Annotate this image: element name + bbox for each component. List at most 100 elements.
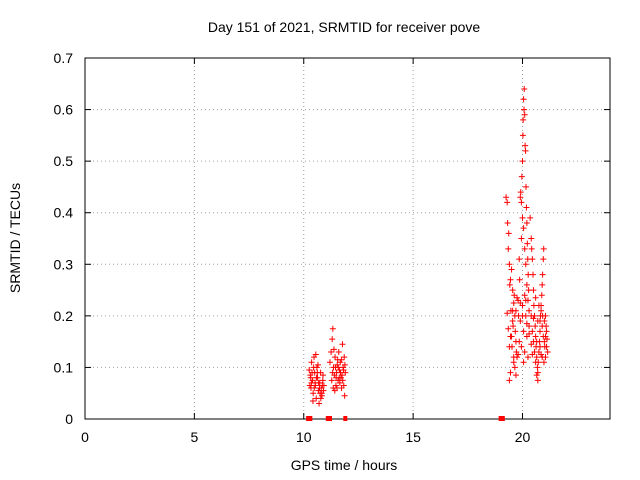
data-point	[532, 359, 539, 366]
data-point	[332, 354, 339, 361]
data-point	[533, 338, 540, 345]
data-point	[520, 359, 527, 366]
data-point	[517, 318, 524, 325]
data-point	[519, 312, 526, 319]
data-points	[306, 85, 551, 407]
data-point	[541, 338, 548, 345]
ground-mark	[308, 416, 313, 421]
data-point	[521, 106, 528, 113]
data-point	[329, 369, 336, 376]
data-point	[541, 318, 548, 325]
data-point	[523, 320, 530, 327]
data-point	[523, 183, 529, 190]
data-point	[542, 312, 549, 319]
data-point	[314, 369, 321, 376]
data-point	[539, 354, 546, 361]
data-point	[327, 359, 333, 366]
data-point	[332, 382, 339, 389]
data-point	[544, 348, 551, 355]
data-point	[534, 377, 541, 384]
data-point	[338, 356, 345, 363]
data-point	[528, 245, 535, 252]
data-point	[533, 372, 540, 379]
y-tick-label: 0.1	[54, 359, 74, 375]
data-point	[329, 325, 336, 332]
data-point	[318, 390, 325, 397]
data-point	[527, 214, 534, 221]
x-tick-label: 0	[81, 429, 89, 445]
data-point	[520, 96, 527, 103]
y-tick-label: 0	[65, 411, 73, 427]
data-point	[518, 173, 525, 180]
data-point	[328, 348, 335, 355]
data-point	[543, 323, 550, 330]
data-point	[517, 194, 524, 201]
data-point	[306, 382, 313, 389]
data-point	[319, 377, 326, 384]
data-point	[505, 325, 512, 332]
data-point	[522, 142, 529, 149]
data-point	[540, 359, 547, 366]
data-point	[523, 220, 530, 227]
data-point	[314, 361, 321, 368]
data-point	[336, 374, 343, 381]
data-point	[530, 315, 537, 322]
data-point	[522, 261, 529, 268]
data-point	[540, 245, 547, 252]
data-point	[521, 111, 528, 118]
data-point	[339, 341, 346, 348]
data-point	[521, 348, 528, 355]
data-point	[511, 364, 518, 371]
data-point	[510, 299, 517, 306]
data-point	[530, 302, 537, 309]
data-point	[504, 199, 511, 206]
ground-mark	[498, 416, 503, 421]
data-point	[519, 214, 526, 221]
data-point	[529, 351, 536, 358]
data-point	[528, 235, 535, 242]
data-point	[510, 323, 517, 330]
data-point	[505, 230, 512, 237]
data-point	[544, 336, 550, 343]
data-point	[516, 338, 523, 345]
data-point	[334, 385, 340, 392]
data-point	[341, 392, 348, 399]
data-point	[511, 292, 518, 299]
data-point	[307, 374, 314, 381]
data-point	[517, 299, 524, 306]
data-point	[506, 261, 513, 268]
axis-ticks: 0 5 10 15 20 0 0.1 0.2 0.3 0.4 0.5 0.6 0.7	[54, 50, 610, 445]
data-point	[537, 328, 543, 335]
data-point	[341, 361, 348, 368]
data-point	[309, 369, 316, 376]
data-point	[538, 351, 545, 358]
data-point	[504, 310, 511, 317]
data-point	[518, 235, 525, 242]
data-point	[543, 328, 550, 335]
data-point	[524, 240, 531, 247]
data-point	[518, 343, 525, 350]
data-point	[337, 359, 344, 366]
data-point	[532, 333, 539, 340]
data-point	[520, 225, 527, 232]
data-point	[538, 307, 545, 314]
data-point	[320, 372, 326, 379]
data-point	[526, 330, 533, 337]
data-point	[540, 256, 547, 263]
x-tick-label: 5	[190, 429, 198, 445]
x-axis-label: GPS time / hours	[291, 457, 398, 473]
data-point	[313, 374, 320, 381]
y-tick-label: 0.2	[54, 308, 74, 324]
data-point	[340, 382, 347, 389]
data-point	[532, 323, 539, 330]
data-point	[534, 369, 541, 376]
data-point	[339, 377, 346, 384]
data-point	[533, 354, 540, 361]
data-point	[515, 351, 522, 358]
data-point	[524, 354, 531, 361]
data-point	[506, 281, 513, 288]
data-point	[509, 287, 516, 294]
data-point	[529, 256, 536, 263]
data-point	[532, 294, 539, 301]
